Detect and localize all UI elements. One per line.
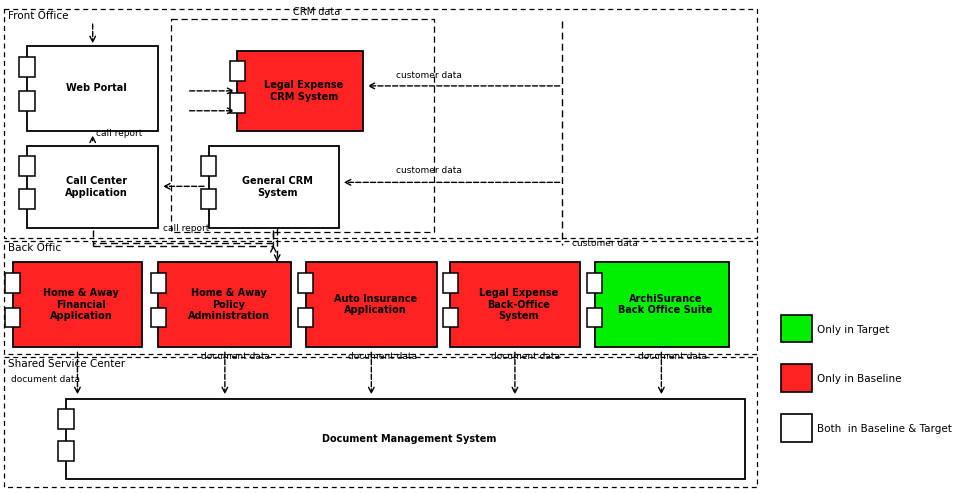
Text: document data: document data (348, 352, 417, 361)
Text: Back Offic: Back Offic (8, 243, 61, 253)
Text: General CRM
System: General CRM System (243, 176, 313, 198)
Text: Shared Service Center: Shared Service Center (8, 359, 126, 369)
Text: Legal Expense
CRM System: Legal Expense CRM System (264, 80, 344, 102)
Bar (58, 441, 74, 461)
Text: Home & Away
Financial
Application: Home & Away Financial Application (44, 288, 119, 321)
Text: document data: document data (491, 352, 560, 361)
Bar (19, 156, 35, 176)
Bar (4, 9, 758, 238)
Text: call report: call report (95, 129, 142, 138)
Bar (587, 273, 602, 293)
Bar (170, 19, 434, 232)
Bar (4, 241, 758, 354)
Bar (450, 262, 580, 348)
Text: Home & Away
Policy
Administration: Home & Away Policy Administration (188, 288, 270, 321)
Text: Web Portal: Web Portal (66, 83, 127, 93)
Bar (595, 262, 729, 348)
Text: Legal Expense
Back-Office
System: Legal Expense Back-Office System (479, 288, 558, 321)
Bar (208, 145, 339, 228)
Bar (442, 308, 458, 327)
Bar (4, 357, 758, 487)
Bar (781, 414, 811, 442)
Bar (151, 308, 166, 327)
Bar (19, 189, 35, 209)
Text: Front Office: Front Office (8, 11, 68, 21)
Bar (5, 308, 20, 327)
Bar (781, 364, 811, 392)
Bar (298, 308, 314, 327)
Bar (587, 308, 602, 327)
Bar (201, 189, 216, 209)
Text: ArchiSurance
Back Office Suite: ArchiSurance Back Office Suite (618, 294, 713, 316)
Bar (201, 156, 216, 176)
Text: call report: call report (163, 224, 209, 233)
Bar (230, 61, 244, 81)
Text: Only in Baseline: Only in Baseline (817, 374, 902, 384)
Bar (19, 57, 35, 77)
Text: CRM data: CRM data (293, 7, 340, 17)
Text: document data: document data (638, 352, 706, 361)
Bar (298, 273, 314, 293)
Bar (13, 262, 142, 348)
Bar (19, 91, 35, 111)
Bar (238, 51, 362, 131)
Text: Only in Target: Only in Target (817, 324, 889, 335)
Text: Auto Insurance
Application: Auto Insurance Application (333, 294, 417, 316)
Text: customer data: customer data (396, 167, 462, 176)
Text: Document Management System: Document Management System (322, 434, 497, 444)
Text: customer data: customer data (396, 71, 462, 80)
Bar (442, 273, 458, 293)
Text: document data: document data (201, 352, 270, 361)
Text: Call Center
Application: Call Center Application (65, 176, 128, 198)
Text: Both  in Baseline & Target: Both in Baseline & Target (817, 424, 953, 434)
Bar (27, 145, 159, 228)
Bar (306, 262, 437, 348)
Bar (66, 399, 745, 479)
Text: customer data: customer data (572, 239, 638, 248)
Bar (230, 93, 244, 113)
Text: document data: document data (11, 375, 80, 384)
Bar (781, 315, 811, 343)
Bar (27, 46, 159, 131)
Bar (58, 409, 74, 429)
Bar (151, 273, 166, 293)
Bar (5, 273, 20, 293)
Bar (159, 262, 291, 348)
